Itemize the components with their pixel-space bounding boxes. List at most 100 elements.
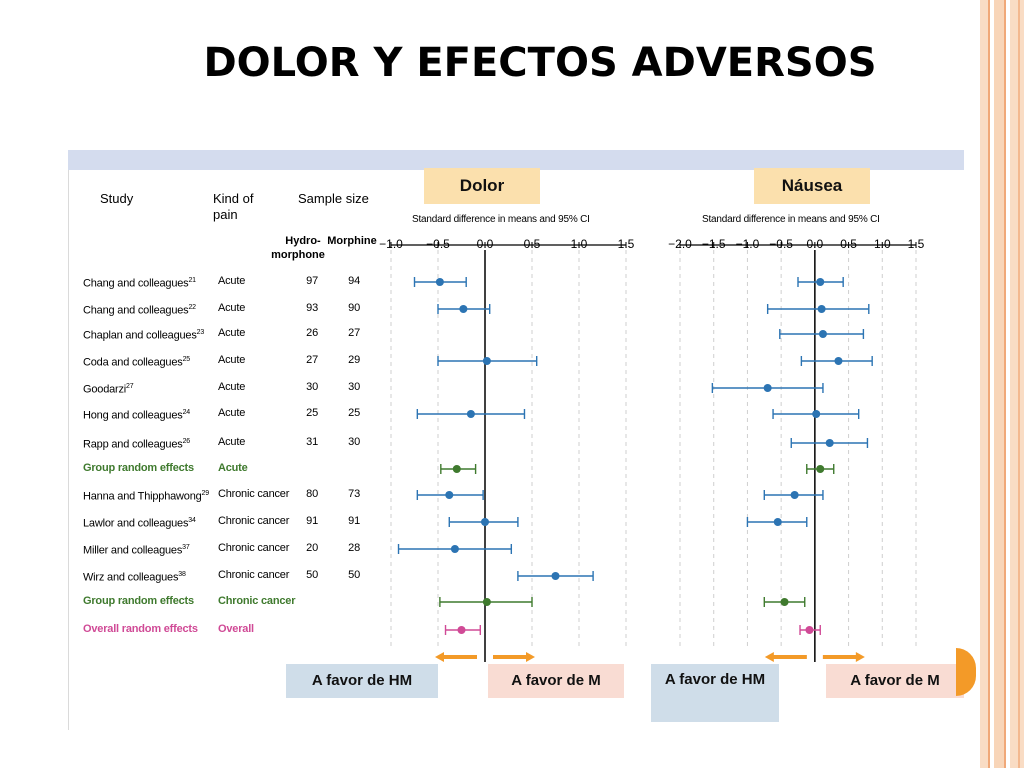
table-row-kind-of-pain: Chronic cancer: [218, 515, 290, 527]
table-row-morphine-n: 28: [348, 542, 360, 554]
nausea-arrowhead-right: [855, 652, 865, 662]
table-row-study: Goodarzi27: [83, 383, 134, 396]
reference-number: 21: [188, 277, 196, 284]
table-row-kind-of-pain: Acute: [218, 462, 248, 474]
nausea-tick-label: 0.0: [807, 237, 824, 251]
nausea-favor-hm-label: A favor de HM: [651, 664, 779, 722]
dolor-tick-label: 0.0: [477, 237, 494, 251]
nausea-point-estimate: [805, 626, 814, 634]
table-row-kind-of-pain: Acute: [218, 436, 246, 448]
dolor-point-estimate: [445, 491, 454, 499]
nausea-tick-label: 1.5: [908, 237, 925, 251]
dolor-favor-m-label: A favor de M: [488, 664, 624, 698]
table-row-study: Chang and colleagues22: [83, 304, 196, 317]
dolor-point-estimate: [450, 545, 459, 553]
dolor-point-estimate: [452, 465, 461, 473]
dolor-point-estimate: [482, 357, 491, 365]
table-row-hydromorphone-n: 27: [306, 354, 318, 366]
nausea-panel-tag: Náusea: [754, 168, 870, 204]
table-row-study: Hong and colleagues24: [83, 409, 190, 422]
dolor-tick-label: −1.0: [379, 237, 403, 251]
table-row-kind-of-pain: Acute: [218, 381, 246, 393]
table-row-kind-of-pain: Chronic cancer: [218, 542, 290, 554]
nausea-tick-label: −1.0: [736, 237, 760, 251]
kind-of-pain-header-line1: Kind of: [213, 191, 254, 206]
table-row-hydromorphone-n: 20: [306, 542, 318, 554]
table-row-hydromorphone-n: 25: [306, 407, 318, 419]
dolor-tick-label: 0.5: [524, 237, 541, 251]
figure-edge: [68, 170, 69, 730]
table-row-kind-of-pain: Chronic cancer: [218, 595, 296, 607]
table-row-study: Miller and colleagues37: [83, 544, 190, 557]
dolor-point-estimate: [435, 278, 444, 286]
nausea-point-estimate: [780, 598, 789, 606]
nausea-tick-label: 1.0: [874, 237, 891, 251]
table-row-hydromorphone-n: 80: [306, 488, 318, 500]
decorative-orange-circle: [956, 648, 976, 696]
nausea-tick-label: −0.5: [769, 237, 793, 251]
table-row-kind-of-pain: Acute: [218, 407, 246, 419]
table-row-study: Wirz and colleagues38: [83, 571, 186, 584]
table-row-study: Coda and colleagues25: [83, 356, 190, 369]
reference-number: 29: [201, 490, 210, 497]
dolor-favor-hm-label: A favor de HM: [286, 664, 438, 698]
nausea-tick-label: −2.0: [668, 237, 692, 251]
reference-number: 34: [188, 517, 196, 524]
kind-of-pain-header-line2: pain: [213, 207, 238, 222]
table-row-study: Group random effects: [83, 462, 194, 474]
table-row-morphine-n: 90: [348, 302, 360, 314]
table-row-morphine-n: 50: [348, 569, 360, 581]
dolor-panel-tag: Dolor: [424, 168, 540, 204]
table-row-kind-of-pain: Chronic cancer: [218, 569, 290, 581]
table-row-morphine-n: 25: [348, 407, 360, 419]
sample-size-header: Sample size: [298, 191, 369, 206]
morphine-header: Morphine: [327, 235, 377, 247]
table-row-study: Group random effects: [83, 595, 194, 607]
nausea-point-estimate: [812, 410, 821, 418]
forest-plot-figure: Study Kind of pain Sample size Hydro- mo…: [68, 150, 964, 730]
nausea-point-estimate: [816, 465, 825, 473]
table-row-hydromorphone-n: 31: [306, 436, 318, 448]
table-row-study: Rapp and colleagues26: [83, 438, 190, 451]
table-row-kind-of-pain: Acute: [218, 354, 246, 366]
decorative-stripes: [980, 0, 1024, 768]
nausea-point-estimate: [816, 278, 825, 286]
table-row-hydromorphone-n: 93: [306, 302, 318, 314]
table-row-kind-of-pain: Acute: [218, 302, 246, 314]
nausea-favor-m-label: A favor de M: [826, 664, 964, 698]
slide-title: DOLOR Y EFECTOS ADVERSOS: [203, 40, 877, 86]
dolor-axis-header: Standard difference in means and 95% CI: [412, 214, 590, 225]
table-row-hydromorphone-n: 50: [306, 569, 318, 581]
dolor-arrowhead-right: [526, 652, 535, 662]
table-row-morphine-n: 29: [348, 354, 360, 366]
nausea-point-estimate: [825, 439, 834, 447]
nausea-tick-label: −1.5: [702, 237, 726, 251]
table-row-study: Hanna and Thipphawong29: [83, 490, 210, 503]
nausea-point-estimate: [834, 357, 843, 365]
dolor-point-estimate: [481, 518, 489, 526]
figure-header-band: [68, 150, 964, 170]
table-row-kind-of-pain: Acute: [218, 327, 246, 339]
table-row-morphine-n: 30: [348, 436, 360, 448]
study-column-header: Study: [100, 191, 134, 206]
table-row-kind-of-pain: Overall: [218, 623, 254, 635]
table-row-morphine-n: 91: [348, 515, 360, 527]
table-row-study: Lawlor and colleagues34: [83, 517, 196, 530]
nausea-tick-label: 0.5: [840, 237, 857, 251]
nausea-point-estimate: [763, 384, 772, 392]
dolor-point-estimate: [551, 572, 560, 580]
table-row-morphine-n: 27: [348, 327, 360, 339]
nausea-point-estimate: [818, 330, 827, 338]
dolor-tick-label: 1.0: [571, 237, 588, 251]
nausea-point-estimate: [790, 491, 799, 499]
forest-plot-canvas: −1.0 −0.5 0.0 0.5 1.0 1.5 −2.0 −1.5 −1.0 −0.5 0.0 0…: [379, 237, 925, 662]
table-row-hydromorphone-n: 26: [306, 327, 318, 339]
reference-number: 27: [126, 383, 134, 390]
reference-number: 22: [188, 304, 196, 311]
table-row-hydromorphone-n: 91: [306, 515, 318, 527]
reference-number: 23: [196, 329, 205, 336]
table-row-study: Overall random effects: [83, 623, 198, 635]
table-row-morphine-n: 73: [348, 488, 360, 500]
table-row-kind-of-pain: Chronic cancer: [218, 488, 290, 500]
nausea-arrowhead-left: [764, 652, 774, 662]
